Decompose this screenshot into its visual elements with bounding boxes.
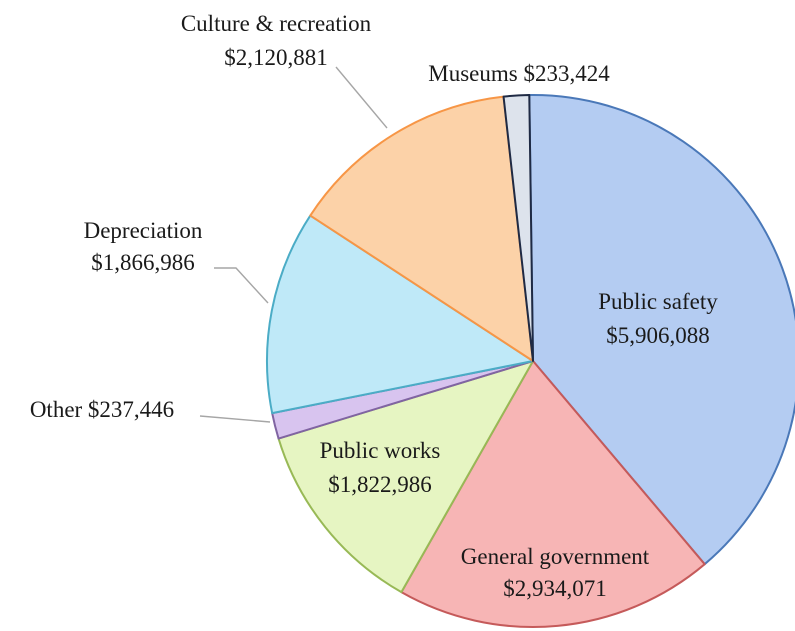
- data-label-culture-recreation: Culture & recreation $2,120,881: [181, 11, 372, 70]
- data-label-public-safety: Public safety $5,906,088: [598, 289, 718, 348]
- data-label-line: General government: [461, 544, 650, 569]
- leader-line-culture-recreation: [335, 66, 388, 129]
- data-label-museums: Museums $233,424: [428, 61, 610, 86]
- pie-slice-culture-recreation: [309, 95, 534, 362]
- leader-line-other: [199, 415, 271, 423]
- data-label-general-government: General government $2,934,071: [461, 544, 650, 601]
- leader-lines: [199, 66, 388, 423]
- pie-slice-public-safety: [528, 94, 795, 566]
- data-label-public-works: Public works $1,822,986: [320, 438, 441, 497]
- pie-slice-public-works: [277, 360, 534, 594]
- data-labels: Public safety $5,906,088 General governmen…: [30, 11, 718, 601]
- pie-slice-general-government: [400, 360, 706, 628]
- data-label-value: $2,934,071: [503, 576, 607, 601]
- data-label-depreciation: Depreciation $1,866,986: [84, 218, 203, 275]
- data-label-line: Depreciation: [84, 218, 203, 243]
- pie-slice-depreciation: [265, 214, 534, 415]
- data-label-line: Culture & recreation: [181, 11, 372, 36]
- data-label-line: Public safety: [598, 289, 718, 314]
- data-label-value: $5,906,088: [606, 323, 710, 348]
- data-label-other: Other $237,446: [30, 397, 174, 422]
- data-label-line: Museums $233,424: [428, 61, 610, 86]
- data-label-line: Public works: [320, 438, 441, 463]
- pie-slice-museums: [502, 94, 534, 362]
- data-label-value: $2,120,881: [224, 45, 328, 70]
- data-label-line: Other $237,446: [30, 397, 174, 422]
- pie-slices: [265, 94, 795, 628]
- data-label-value: $1,822,986: [328, 472, 432, 497]
- leader-line-depreciation: [214, 267, 269, 304]
- data-label-value: $1,866,986: [91, 250, 195, 275]
